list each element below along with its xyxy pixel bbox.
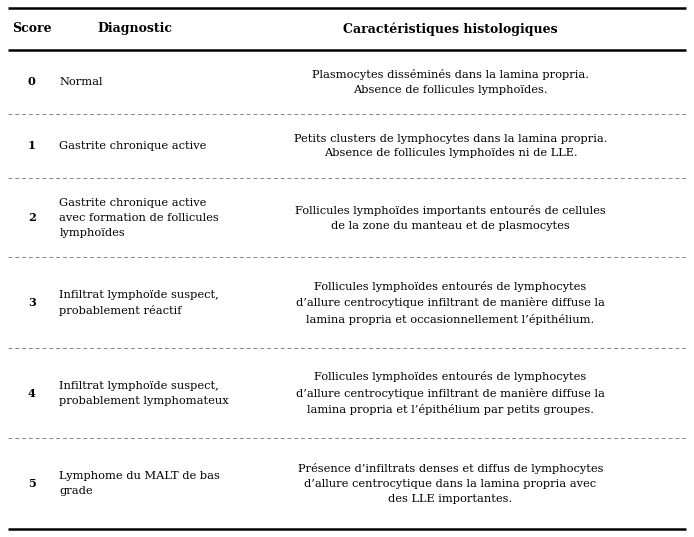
Text: Plasmocytes disséminés dans la lamina propria.
Absence de follicules lymphoïdes.: Plasmocytes disséminés dans la lamina pr… xyxy=(312,69,589,95)
Text: 1: 1 xyxy=(28,141,35,151)
Text: Caractéristiques histologiques: Caractéristiques histologiques xyxy=(343,22,558,36)
Text: Infiltrat lymphoïde suspect,
probablement lymphomateux: Infiltrat lymphoïde suspect, probablemen… xyxy=(60,381,229,405)
Text: Follicules lymphoïdes importants entourés de cellules
de la zone du manteau et d: Follicules lymphoïdes importants entouré… xyxy=(295,205,606,230)
Text: Infiltrat lymphoïde suspect,
probablement réactif: Infiltrat lymphoïde suspect, probablemen… xyxy=(60,289,219,316)
Text: Follicules lymphoïdes entourés de lymphocytes
d’allure centrocytique infiltrant : Follicules lymphoïdes entourés de lympho… xyxy=(296,281,605,325)
Text: Normal: Normal xyxy=(60,77,103,87)
Text: Score: Score xyxy=(12,23,51,35)
Text: 0: 0 xyxy=(28,76,35,88)
Text: 5: 5 xyxy=(28,478,35,489)
Text: Lymphome du MALT de bas
grade: Lymphome du MALT de bas grade xyxy=(60,471,220,496)
Text: 3: 3 xyxy=(28,297,35,308)
Text: Gastrite chronique active: Gastrite chronique active xyxy=(60,141,207,151)
Text: 2: 2 xyxy=(28,212,35,223)
Text: 4: 4 xyxy=(28,388,35,399)
Text: Follicules lymphoïdes entourés de lymphocytes
d’allure centrocytique infiltrant : Follicules lymphoïdes entourés de lympho… xyxy=(296,371,605,415)
Text: Diagnostic: Diagnostic xyxy=(98,23,173,35)
Text: Petits clusters de lymphocytes dans la lamina propria.
Absence de follicules lym: Petits clusters de lymphocytes dans la l… xyxy=(294,134,607,158)
Text: Présence d’infiltrats denses et diffus de lymphocytes
d’allure centrocytique dan: Présence d’infiltrats denses et diffus d… xyxy=(298,463,603,504)
Text: Gastrite chronique active
avec formation de follicules
lymphoïdes: Gastrite chronique active avec formation… xyxy=(60,198,219,237)
